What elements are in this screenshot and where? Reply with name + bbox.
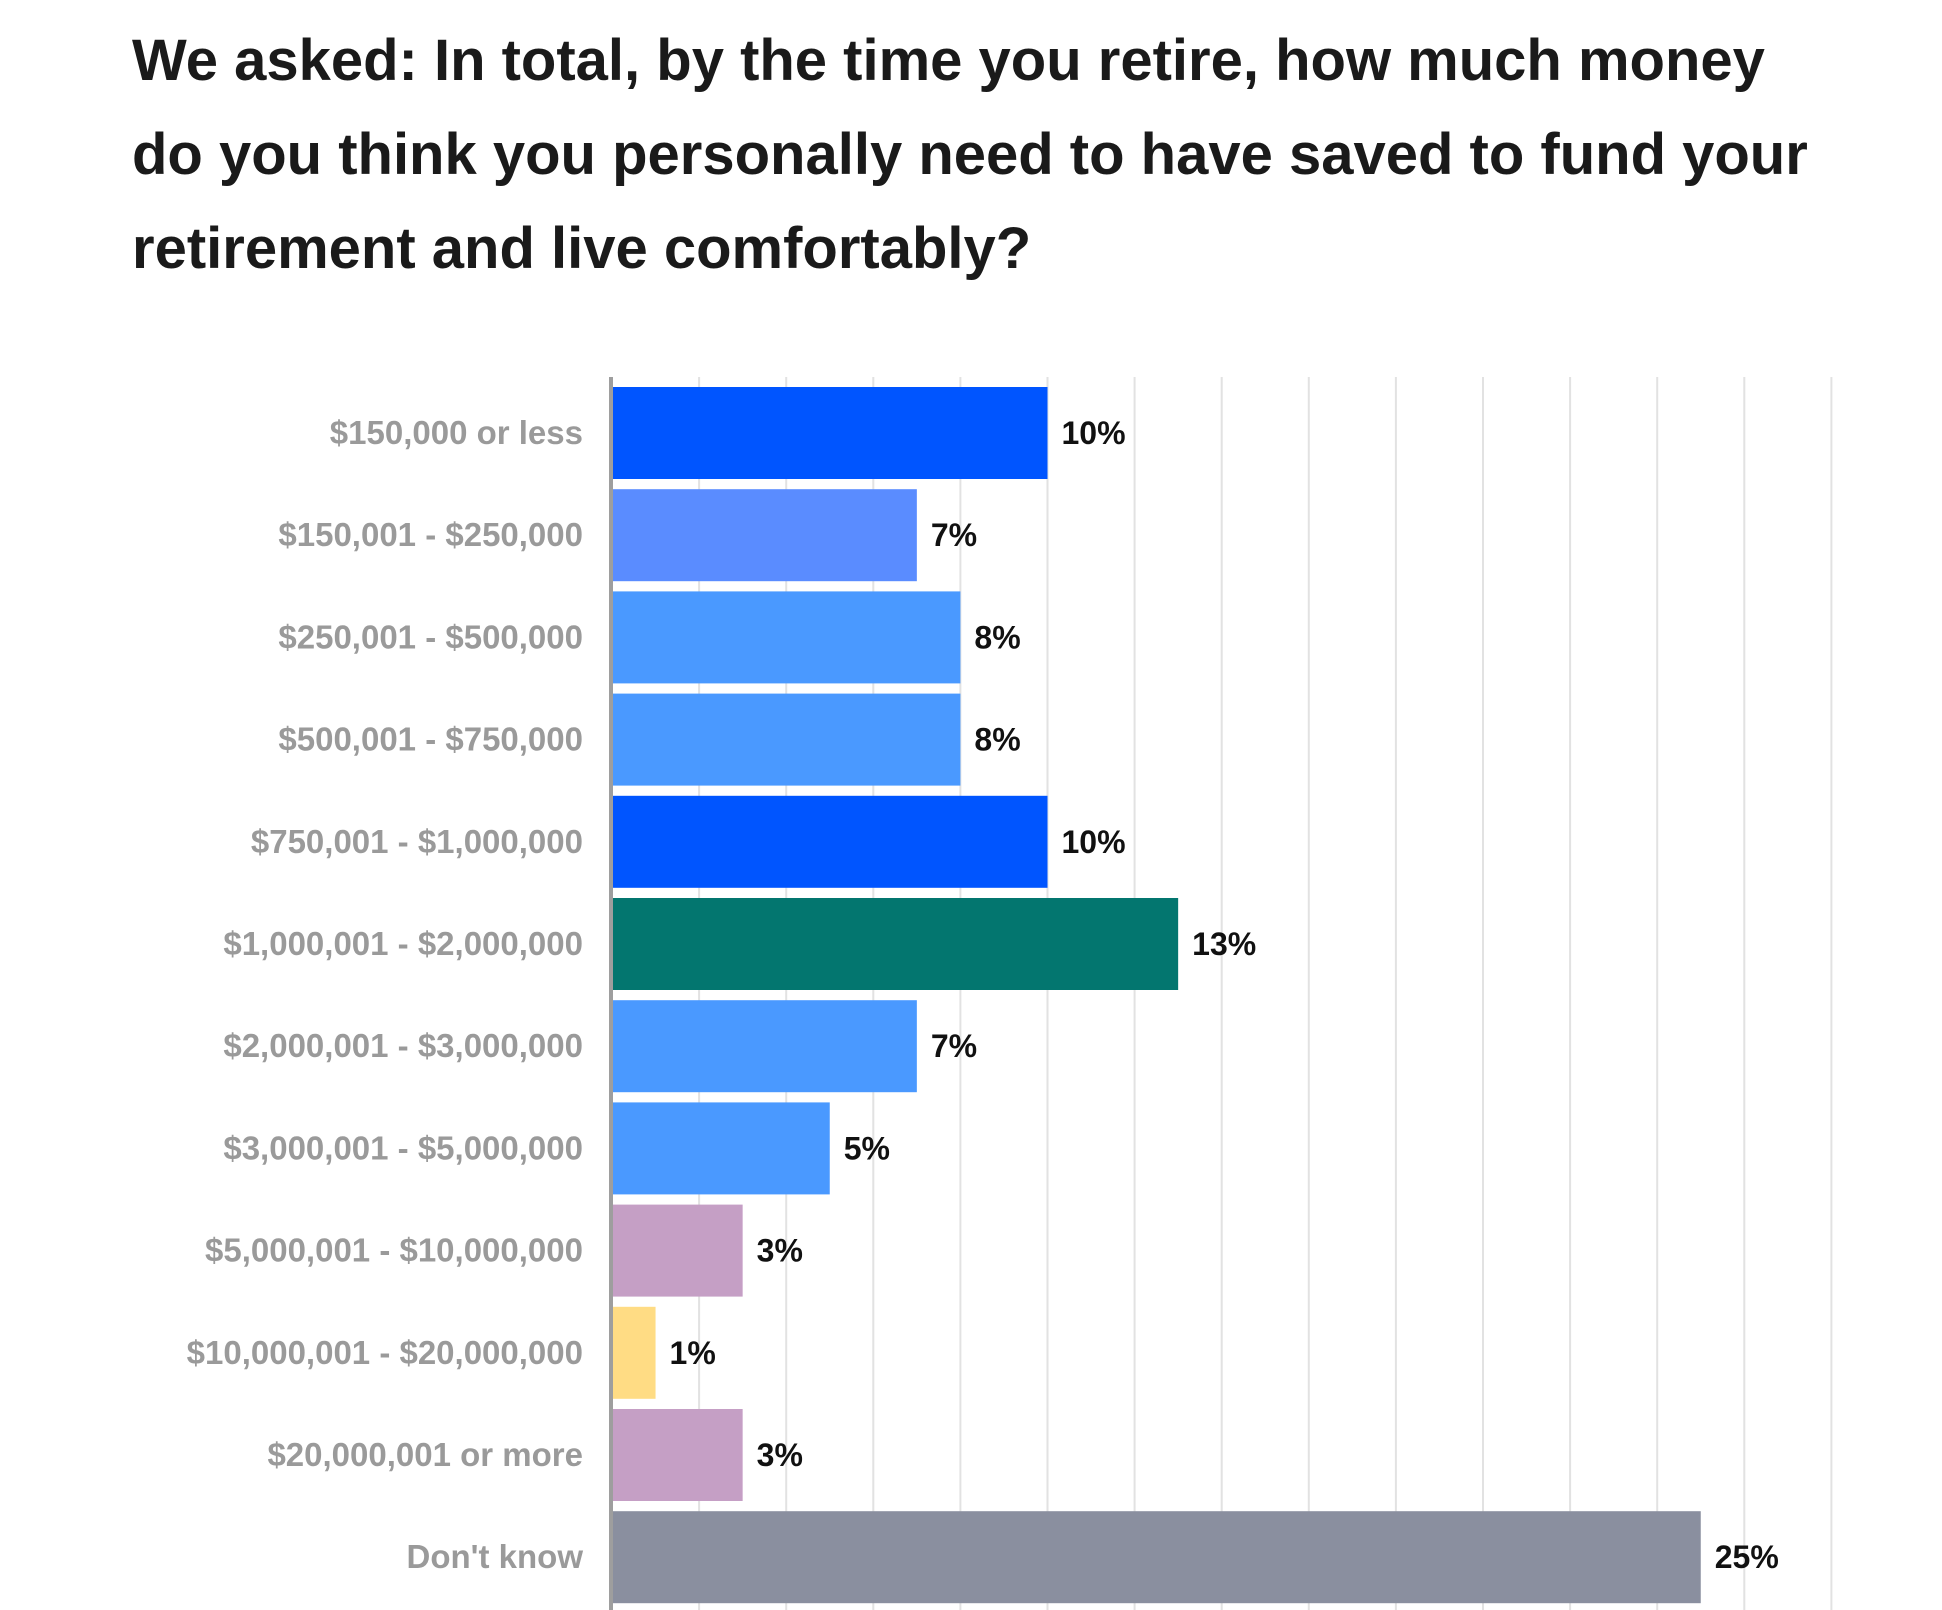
bar <box>612 693 961 786</box>
bars <box>612 387 1701 1604</box>
value-label: 8% <box>974 619 1020 655</box>
category-label: $1,000,001 - $2,000,000 <box>223 925 583 962</box>
value-label: 13% <box>1192 926 1256 962</box>
value-label: 1% <box>670 1335 716 1371</box>
category-label: $20,000,001 or more <box>267 1436 583 1473</box>
value-label: 7% <box>931 1028 977 1064</box>
category-label: $500,001 - $750,000 <box>278 721 583 758</box>
category-labels: $150,000 or less $150,001 - $250,000 $250,… <box>187 414 584 1575</box>
value-label: 7% <box>931 517 977 553</box>
value-label: 3% <box>757 1437 803 1473</box>
value-label: 10% <box>1062 824 1126 860</box>
category-label: $750,001 - $1,000,000 <box>251 823 583 860</box>
value-label: 8% <box>974 722 1020 758</box>
category-label: $2,000,001 - $3,000,000 <box>223 1027 583 1064</box>
category-label: $10,000,001 - $20,000,000 <box>187 1334 583 1371</box>
bar <box>612 1511 1701 1604</box>
value-labels: 10% 7% 8% 8% 10% 13% 7% 5% 3% 1% 3% 25% <box>670 415 1779 1575</box>
gridlines <box>698 377 1833 1610</box>
bar <box>612 1000 917 1093</box>
category-label: $3,000,001 - $5,000,000 <box>223 1129 583 1166</box>
value-label: 10% <box>1062 415 1126 451</box>
category-label: Don't know <box>407 1538 584 1575</box>
category-label: $250,001 - $500,000 <box>278 618 583 655</box>
bar <box>612 1102 830 1195</box>
bar <box>612 1409 743 1501</box>
bar <box>612 489 917 582</box>
bar <box>612 1204 743 1297</box>
chart-title: We asked: In total, by the time you reti… <box>132 28 1808 281</box>
value-label: 3% <box>757 1233 803 1269</box>
category-label: $5,000,001 - $10,000,000 <box>205 1232 583 1269</box>
bar <box>612 591 961 684</box>
value-label: 5% <box>844 1130 890 1166</box>
bar <box>612 795 1048 888</box>
bar <box>612 1306 656 1399</box>
value-label: 25% <box>1715 1539 1779 1575</box>
bar <box>612 898 1179 990</box>
category-label: $150,001 - $250,000 <box>278 516 583 553</box>
category-label: $150,000 or less <box>330 414 583 451</box>
bar <box>612 387 1048 479</box>
